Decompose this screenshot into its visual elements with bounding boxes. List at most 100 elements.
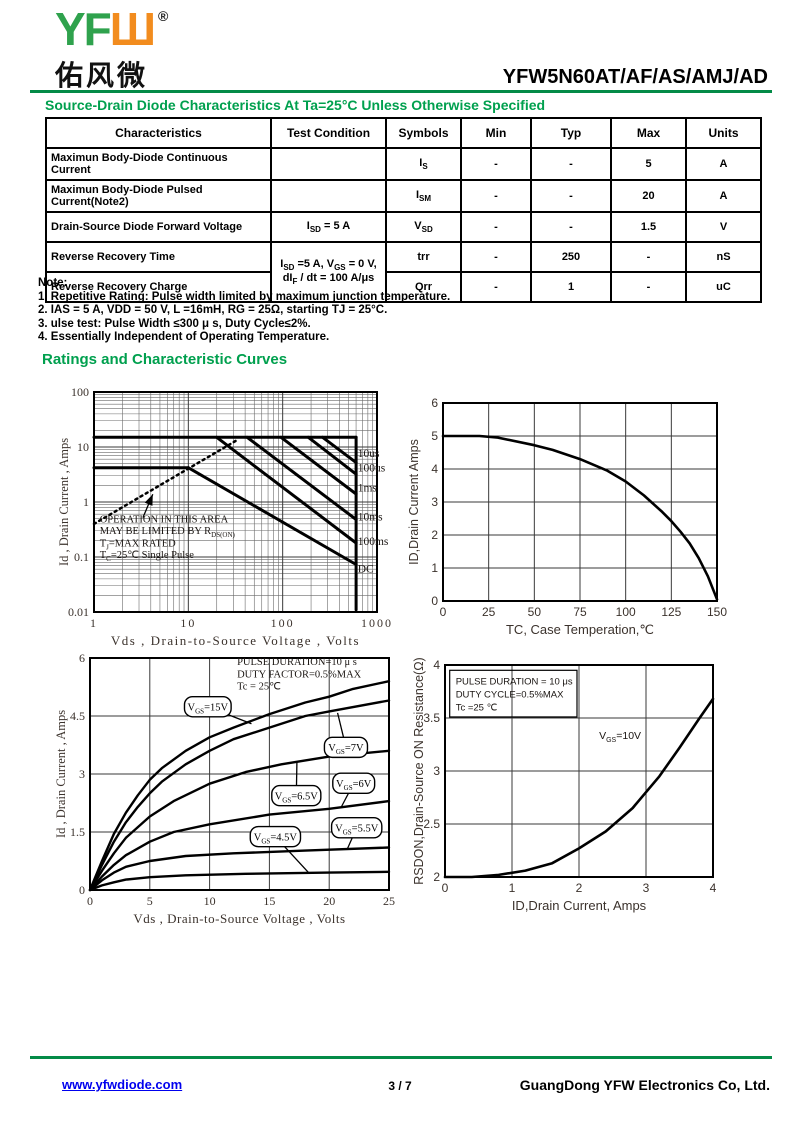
series-vgs-15v xyxy=(88,680,391,892)
table-header-cell: Test Condition xyxy=(270,117,387,149)
annotation-text: OPERATION IN THIS AREA xyxy=(100,515,229,526)
curve-label: 10us xyxy=(358,448,380,460)
section2-heading: Ratings and Characteristic Curves xyxy=(42,351,288,368)
table-cell: Reverse Recovery Time xyxy=(45,241,272,273)
svg-text:3: 3 xyxy=(433,764,440,778)
table-cell: - xyxy=(460,271,532,303)
curve-label: 1ms xyxy=(358,483,378,495)
svg-text:6: 6 xyxy=(431,396,438,410)
chart-soa: 1 10 100 1000 0.01 0.1 1 10 100 Vds , Drain-to-So… xyxy=(57,385,393,648)
svg-text:VGS=6V: VGS=6V xyxy=(336,779,372,792)
svg-text:4: 4 xyxy=(433,658,440,672)
table-header-cell: Units xyxy=(685,117,762,149)
series-id-vs-tc xyxy=(441,434,719,601)
table-cell: - xyxy=(460,211,532,243)
series-rdson-limit xyxy=(92,439,238,526)
table-header-row: Characteristics Test Condition Symbols Min T… xyxy=(45,117,762,149)
y-axis-label: Id , Drain Current , Amps xyxy=(57,438,71,566)
svg-text:5: 5 xyxy=(431,429,438,443)
svg-text:4: 4 xyxy=(431,462,438,476)
section1-heading: Source-Drain Diode Characteristics At Ta… xyxy=(45,97,546,113)
table-cell: ISD =5 A, VGS = 0 V, dIF / dt = 100 A/μs xyxy=(270,241,387,303)
table-cell: - xyxy=(460,147,532,181)
registered-trademark-icon: ® xyxy=(158,8,169,24)
annotation-text: TC=25℃ Single Pulse xyxy=(100,550,194,563)
svg-text:6: 6 xyxy=(79,651,85,665)
svg-text:75: 75 xyxy=(573,605,587,619)
y-axis-label: Id , Drain Current , Amps xyxy=(54,710,68,838)
svg-text:1: 1 xyxy=(509,881,516,895)
spec-table: Characteristics Test Condition Symbols Min T… xyxy=(45,117,762,303)
notes: Note: 1. Repetitive Rating: Pulse width … xyxy=(38,277,450,345)
annotation-text: MAY BE LIMITED BY RDS(ON) xyxy=(100,526,236,539)
table-cell: - xyxy=(530,179,612,213)
table-header-cell: Min xyxy=(460,117,532,149)
table-header-cell: Symbols xyxy=(385,117,462,149)
series-line-10ms xyxy=(245,435,358,521)
table-cell: IS xyxy=(385,147,462,181)
series-line-100us xyxy=(306,435,358,476)
svg-text:VGS=15V: VGS=15V xyxy=(188,703,229,716)
svg-text:TC, Case Temperation,℃: TC, Case Temperation,℃ xyxy=(506,622,654,637)
svg-text:150: 150 xyxy=(707,605,727,619)
callout-box xyxy=(183,695,232,718)
svg-text:1000: 1000 xyxy=(361,616,393,630)
logo-chinese-text: 佑风微 xyxy=(55,60,149,91)
annotation-text: VGS=10V xyxy=(599,730,641,744)
svg-text:Vds , Drain-to-Source Voltage: Vds , Drain-to-Source Voltage , Volts xyxy=(133,911,345,926)
svg-text:1: 1 xyxy=(83,495,89,509)
callout-box xyxy=(249,825,302,848)
part-number-title: YFW5N60AT/AF/AS/AMJ/AD xyxy=(502,66,768,88)
note-item: 4. Essentially Independent of Operating … xyxy=(38,331,330,343)
note-item: 1. Repetitive Rating: Pulse width limite… xyxy=(38,290,451,303)
table-cell: 1 xyxy=(530,271,612,303)
table-cell: A xyxy=(685,179,762,213)
footer-company: GuangDong YFW Electronics Co, Ltd. xyxy=(519,1077,770,1093)
svg-text:100: 100 xyxy=(616,605,636,619)
svg-text:100: 100 xyxy=(71,385,89,399)
svg-text:2: 2 xyxy=(433,870,440,884)
callout-box xyxy=(332,772,376,795)
svg-text:3: 3 xyxy=(431,495,438,509)
table-header-cell: Typ xyxy=(530,117,612,149)
svg-text:25: 25 xyxy=(482,605,496,619)
table-cell: 5 xyxy=(610,147,687,181)
svg-text:1: 1 xyxy=(431,561,438,575)
curve-label: DC xyxy=(358,564,374,576)
table-cell: A xyxy=(685,147,762,181)
svg-text:0: 0 xyxy=(431,594,438,608)
svg-text:VGS=4.5V: VGS=4.5V xyxy=(254,832,298,845)
series-line-10us xyxy=(321,435,358,465)
note-item: 2. IAS = 5 A, VDD = 50 V, L =16mH, RG = … xyxy=(38,304,388,316)
svg-text:1.5: 1.5 xyxy=(70,825,85,839)
svg-text:ID,Drain Current, Amps: ID,Drain Current, Amps xyxy=(512,898,647,913)
table-cell: 20 xyxy=(610,179,687,213)
annotation-text: Tc = 25℃ xyxy=(237,682,281,693)
note-item: 3. ulse test: Pulse Width ≤300 μ s, Duty… xyxy=(38,317,311,330)
table-cell: ISM xyxy=(385,179,462,213)
footer-link[interactable]: www.yfwdiode.com xyxy=(62,1077,183,1092)
table-cell: - xyxy=(610,271,687,303)
svg-text:1: 1 xyxy=(90,616,98,630)
table-cell: 250 xyxy=(530,241,612,273)
callout-box xyxy=(271,784,322,807)
curve-label: 10ms xyxy=(358,512,383,524)
table-row: Maximun Body-Diode Pulsed Current(Note2)… xyxy=(45,179,762,213)
svg-text:2.5: 2.5 xyxy=(423,817,440,831)
svg-text:2: 2 xyxy=(431,528,438,542)
note-title: Note: xyxy=(38,277,68,289)
svg-text:15: 15 xyxy=(263,894,275,908)
svg-text:0: 0 xyxy=(440,605,447,619)
table-cell xyxy=(270,179,387,213)
svg-text:5: 5 xyxy=(147,894,153,908)
brand-logo: YFШ ® 佑风微 xyxy=(55,6,168,94)
y-axis-label: RSDON,Drain-Source ON Resistance(Ω) xyxy=(412,657,426,884)
svg-text:10: 10 xyxy=(77,440,89,454)
annotation-text: TJ=MAX RATED xyxy=(100,539,176,552)
series-vgs-7v xyxy=(88,699,391,892)
svg-text:50: 50 xyxy=(528,605,542,619)
table-cell: ISD = 5 A xyxy=(270,211,387,243)
table-row: Maximun Body-Diode Continuous Current IS -… xyxy=(45,147,762,181)
table-cell: uC xyxy=(685,271,762,303)
svg-text:25: 25 xyxy=(383,894,395,908)
